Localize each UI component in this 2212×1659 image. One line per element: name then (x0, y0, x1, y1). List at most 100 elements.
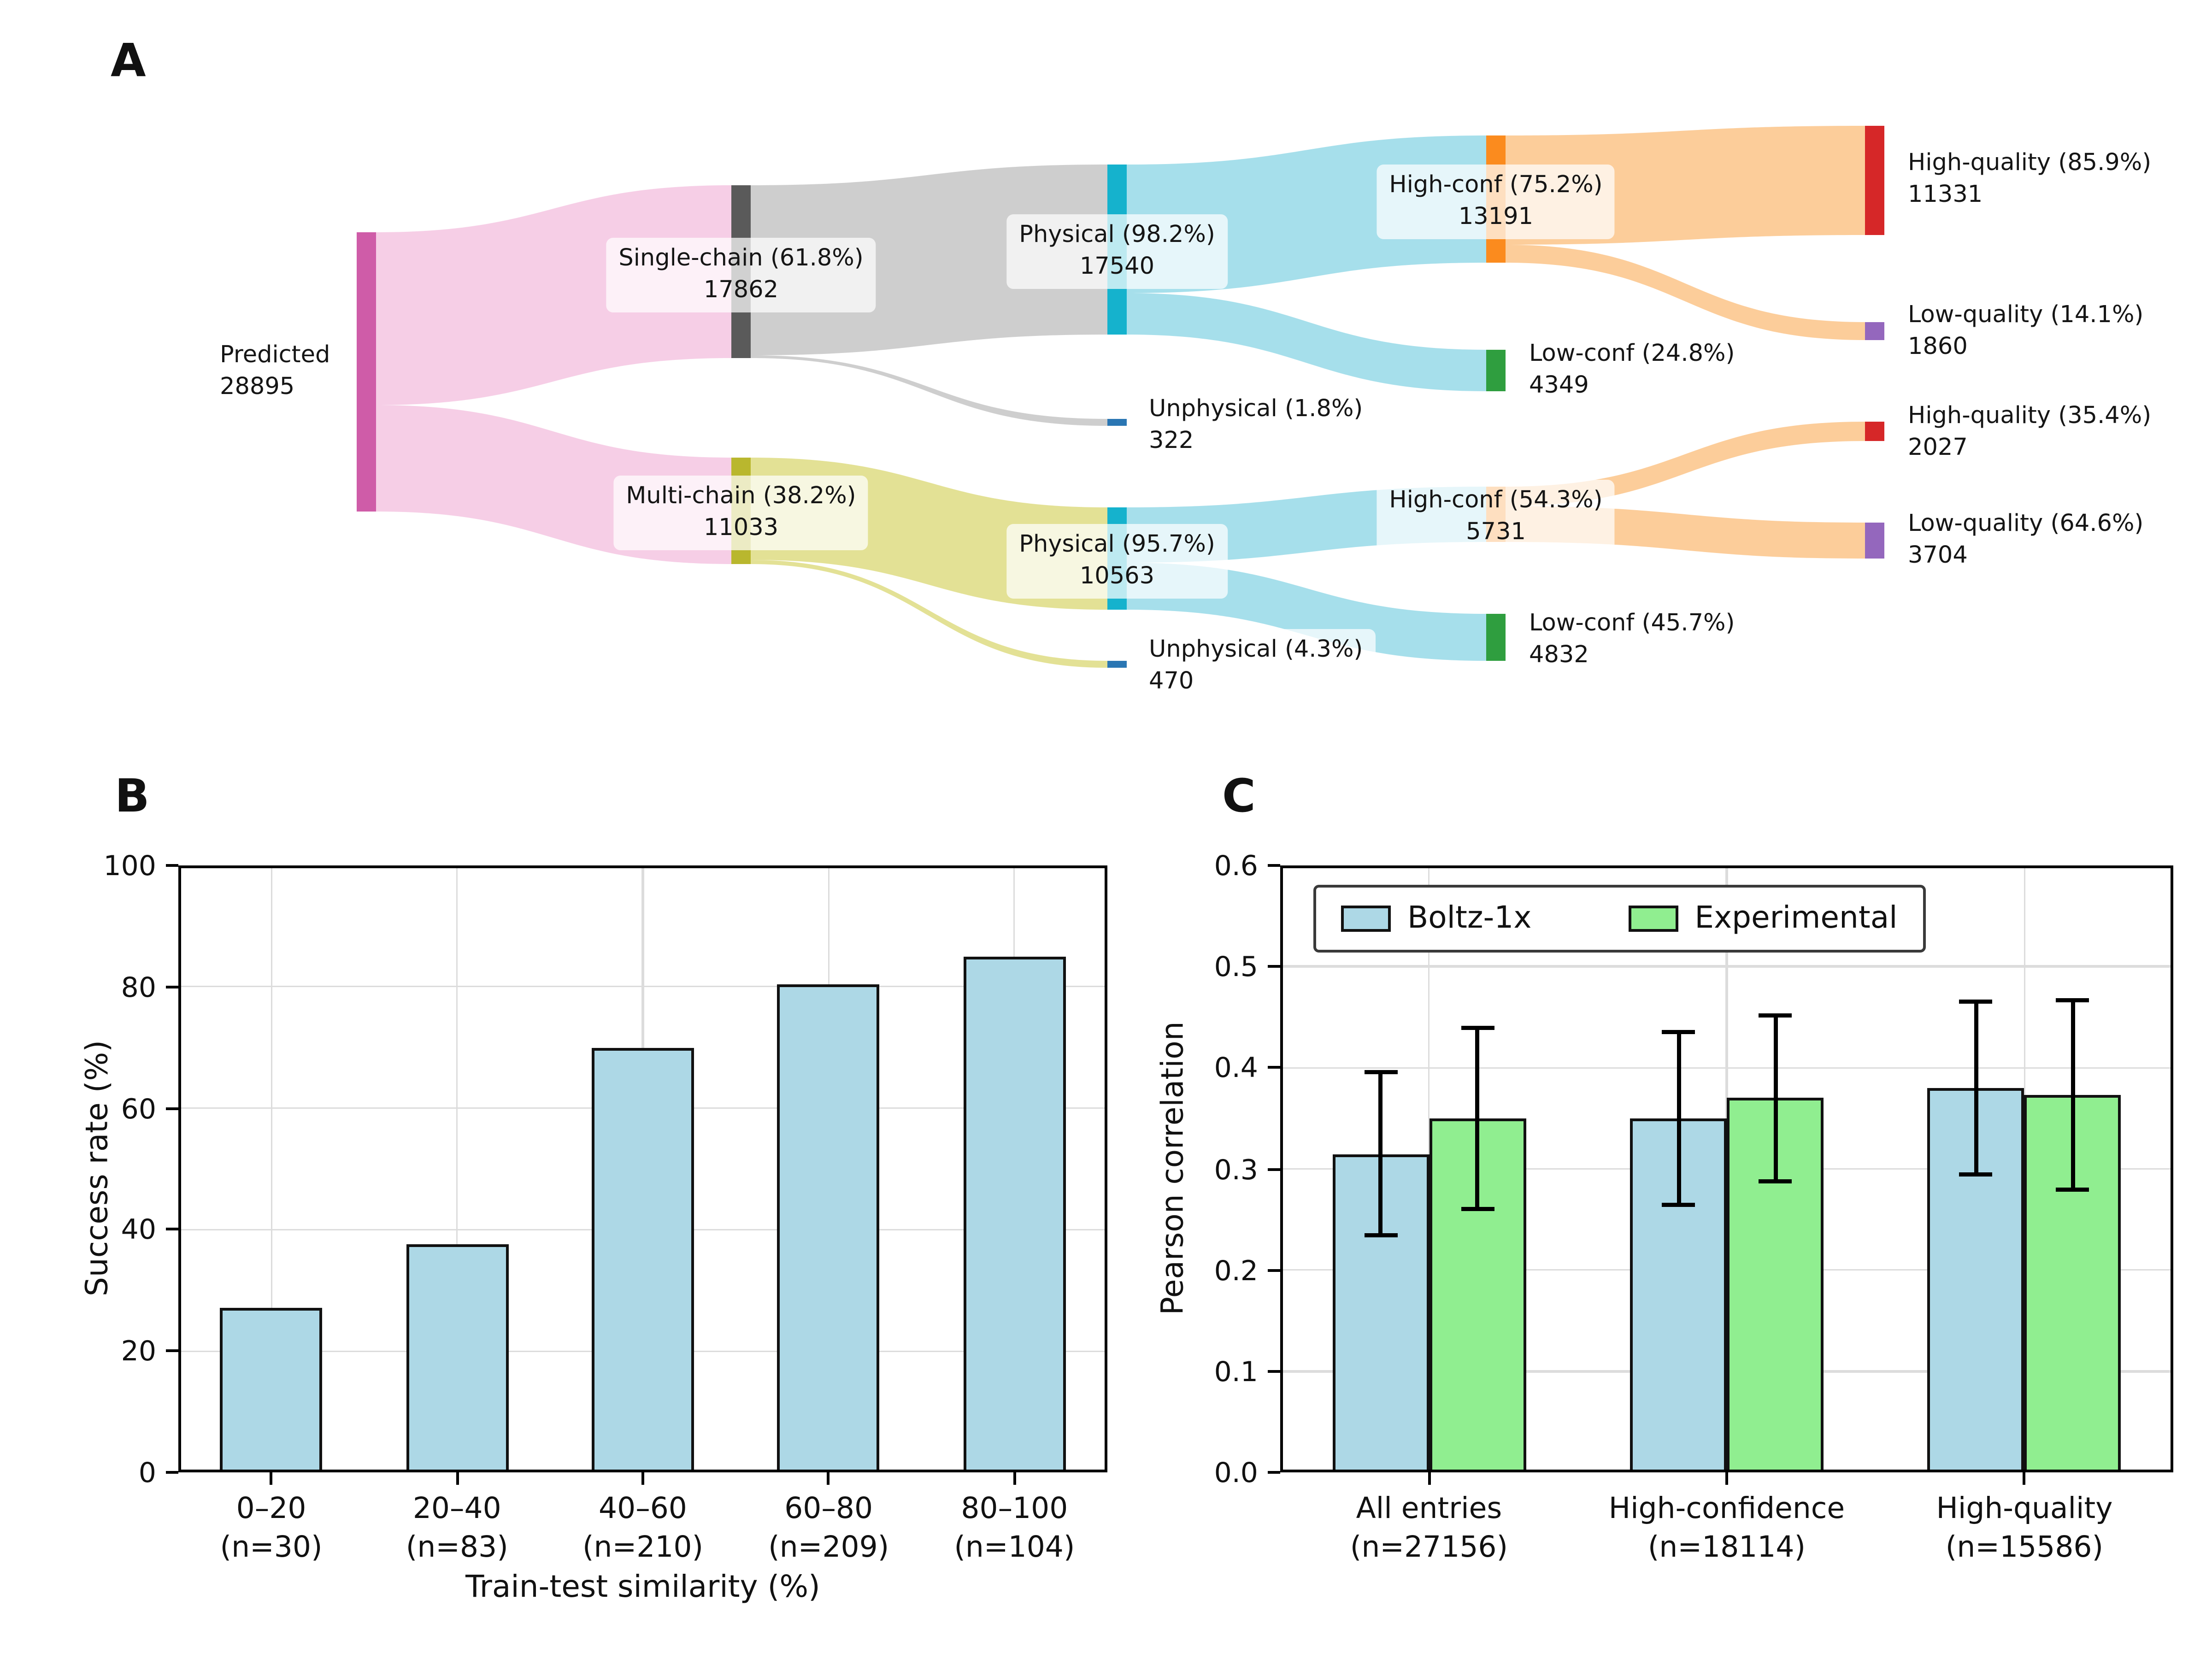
x-tick-label: (n=104) (954, 1530, 1075, 1564)
sankey-label-title: Physical (95.7%) (1019, 531, 1215, 559)
sankey-label-highquality-2: High-quality (35.4%) 2027 (1895, 395, 2164, 470)
sankey-label-title: High-quality (35.4%) (1908, 402, 2152, 430)
sankey-label-title: Low-quality (64.6%) (1908, 510, 2144, 538)
error-bar (2071, 1000, 2075, 1189)
x-tick-label: (n=18114) (1647, 1530, 1806, 1564)
sankey-label-title: Single-chain (61.8%) (618, 245, 864, 272)
sankey-label-title: Predicted (220, 341, 330, 369)
y-tick-mark (1268, 965, 1280, 968)
c-y-axis-label: Pearson correlation (1156, 1021, 1191, 1315)
sankey-label-title: Unphysical (1.8%) (1149, 395, 1363, 423)
y-tick-mark (166, 1106, 178, 1110)
x-tick-label: (n=27156) (1350, 1530, 1508, 1564)
error-bar-cap (1364, 1071, 1397, 1075)
h-gridline (178, 986, 1107, 988)
plot-frame (1280, 865, 2173, 1472)
x-tick-mark (827, 1472, 830, 1485)
sankey-label-title: High-conf (54.3%) (1389, 487, 1603, 514)
sankey-label-value: 10563 (1079, 562, 1155, 590)
panel-letter-b: B (115, 769, 150, 823)
y-tick-mark (166, 1228, 178, 1231)
y-tick-mark (1268, 1471, 1280, 1474)
error-bar (1475, 1027, 1480, 1210)
b-x-axis-label: Train-test similarity (%) (465, 1571, 820, 1605)
error-bar-cap (2056, 998, 2089, 1002)
x-tick-label: (n=30) (220, 1530, 323, 1564)
sankey-label-value: 11033 (703, 514, 779, 542)
sankey-label-value: 470 (1149, 667, 1194, 695)
sankey-label-unphysical-2: Unphysical (4.3%) 470 (1136, 629, 1376, 704)
x-tick-label: (n=210) (582, 1530, 704, 1564)
x-tick-label: 20–40 (412, 1492, 501, 1525)
error-bar-cap (1759, 1013, 1792, 1018)
error-bar-cap (2056, 1187, 2089, 1191)
sankey-label-value: 1860 (1908, 333, 1968, 361)
legend-patch-boltz (1341, 906, 1391, 932)
x-tick-label: 80–100 (961, 1492, 1068, 1525)
sankey-label-title: High-conf (75.2%) (1389, 171, 1603, 199)
sankey-label-title: Multi-chain (38.2%) (626, 482, 856, 510)
x-tick-label: All entries (1356, 1492, 1502, 1525)
error-bar-cap (1364, 1232, 1397, 1237)
x-tick-label: (n=83) (406, 1530, 508, 1564)
y-tick-mark (1268, 1370, 1280, 1373)
error-bar-cap (1959, 1171, 1993, 1176)
bar (777, 983, 880, 1472)
y-tick-mark (166, 1349, 178, 1353)
error-bar (1773, 1015, 1777, 1181)
error-bar-cap (1460, 1207, 1494, 1212)
sankey-label-multi-chain: Multi-chain (38.2%) 11033 (613, 476, 869, 550)
y-tick-mark (1268, 1066, 1280, 1069)
sankey-label-value: 322 (1149, 427, 1194, 455)
sankey-label-value: 11331 (1908, 181, 1983, 209)
sankey-label-highconf-2: High-conf (54.3%) 5731 (1377, 480, 1615, 554)
sankey-label-value: 3704 (1908, 541, 1968, 570)
sankey-label-unphysical-1: Unphysical (1.8%) 322 (1136, 388, 1376, 463)
v-gridline (270, 865, 272, 1472)
x-tick-label: High-quality (1936, 1492, 2113, 1525)
x-tick-mark (1427, 1472, 1430, 1485)
y-tick-mark (1268, 864, 1280, 867)
x-tick-label: 40–60 (599, 1492, 687, 1525)
x-tick-label: High-confidence (1608, 1492, 1845, 1525)
legend: Boltz-1x Experimental (1313, 885, 1925, 953)
y-tick-label: 0.2 (1214, 1253, 1258, 1287)
panel-letter-a: A (111, 33, 146, 87)
x-tick-mark (1725, 1472, 1728, 1485)
sankey-label-value: 13191 (1458, 203, 1534, 231)
y-tick-label: 40 (121, 1213, 156, 1247)
v-gridline (456, 865, 458, 1472)
y-tick-mark (166, 985, 178, 988)
sankey-node-lowconf-1 (1486, 350, 1506, 391)
sankey-label-highconf-1: High-conf (75.2%) 13191 (1377, 165, 1615, 239)
sankey-flow-multi-unphysical (751, 560, 1107, 668)
y-tick-label: 20 (121, 1334, 156, 1368)
h-gridline (1280, 965, 2173, 968)
sankey-flow-physical1-lowconf1 (1127, 293, 1486, 391)
y-tick-mark (166, 1471, 178, 1474)
error-bar-cap (1662, 1030, 1695, 1035)
sankey-node-lowquality-2 (1865, 523, 1884, 559)
y-tick-label: 0.6 (1214, 849, 1258, 882)
sankey-flow-single-unphysical (751, 355, 1107, 426)
legend-entry-boltz: Boltz-1x (1341, 901, 1531, 936)
y-tick-label: 0.1 (1214, 1354, 1258, 1388)
y-tick-label: 0.3 (1214, 1152, 1258, 1186)
sankey-label-title: Physical (98.2%) (1019, 221, 1215, 249)
x-tick-label: 60–80 (784, 1492, 873, 1525)
sankey-node-lowconf-2 (1486, 614, 1506, 661)
legend-patch-exp (1628, 906, 1678, 932)
sankey-label-physical-1: Physical (98.2%) 17540 (1006, 214, 1228, 289)
bar (592, 1047, 694, 1472)
sankey-label-single-chain: Single-chain (61.8%) 17862 (606, 238, 876, 312)
sankey-label-value: 17862 (703, 276, 779, 304)
sankey-label-value: 28895 (220, 373, 295, 401)
legend-entry-experimental: Experimental (1628, 901, 1898, 936)
error-bar-cap (1759, 1179, 1792, 1183)
x-tick-mark (641, 1472, 644, 1485)
error-bar (1676, 1032, 1681, 1205)
sankey-label-title: High-quality (85.9%) (1908, 149, 2152, 177)
sankey-node-highquality-2 (1865, 422, 1884, 441)
bar (220, 1308, 323, 1472)
